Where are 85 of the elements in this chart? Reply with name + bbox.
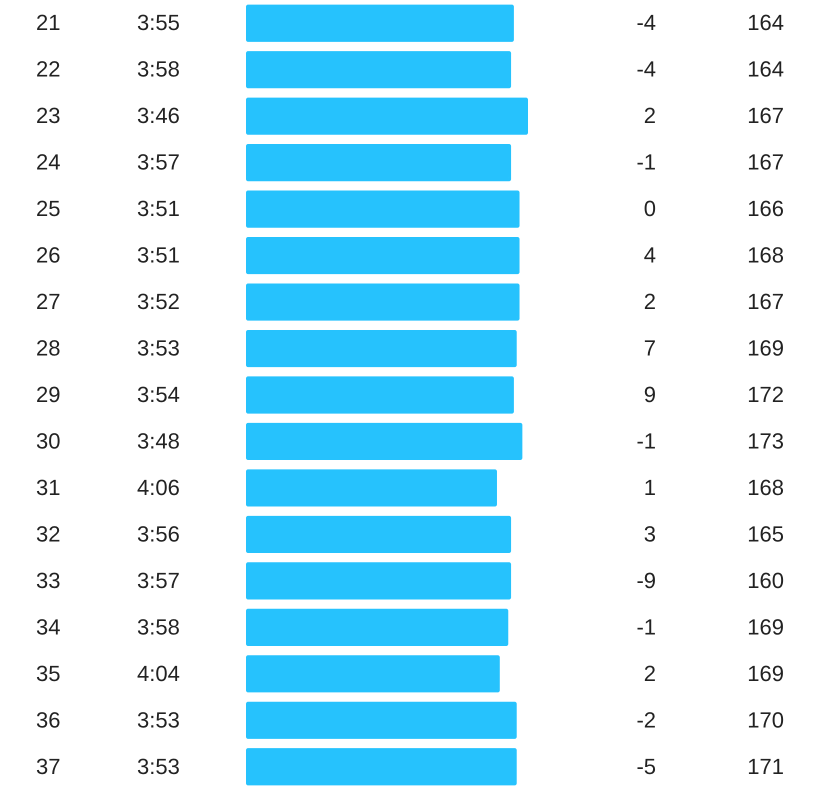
bar — [246, 516, 512, 553]
bar — [246, 608, 508, 646]
text: 4 — [644, 242, 656, 268]
text: 3 — [644, 521, 656, 546]
y-tick-label: 23 — [36, 103, 60, 128]
text: 167 — [747, 289, 784, 314]
text: 2 — [644, 660, 656, 686]
y-tick-label: 21 — [36, 10, 60, 36]
bar — [246, 422, 522, 460]
text: -2 — [636, 707, 656, 732]
bar — [246, 237, 520, 274]
y-tick-label: 26 — [36, 242, 60, 268]
text: -9 — [636, 568, 656, 593]
y-tick-label: 34 — [36, 614, 60, 640]
text: 7 — [644, 336, 656, 361]
bar — [246, 190, 520, 228]
y-tick-label: 32 — [36, 521, 60, 546]
text: 173 — [747, 428, 784, 454]
text: 3:57 — [137, 568, 180, 593]
y-tick-label: 28 — [36, 336, 60, 361]
text: -4 — [636, 10, 656, 36]
y-tick-label: 22 — [36, 56, 60, 82]
text: 3:46 — [137, 103, 180, 128]
text: 3:51 — [137, 242, 180, 268]
text: 171 — [747, 754, 784, 779]
text: 2 — [644, 103, 656, 128]
text: 164 — [747, 56, 784, 82]
text: 166 — [747, 196, 784, 222]
y-tick-label: 30 — [36, 428, 60, 454]
text: -1 — [636, 150, 656, 175]
text: 164 — [747, 10, 784, 36]
y-tick-label: 25 — [36, 196, 60, 222]
text: 3:53 — [137, 707, 180, 732]
text: -5 — [636, 754, 656, 779]
bar — [246, 469, 497, 507]
y-tick-label: 31 — [36, 474, 60, 500]
y-tick-label: 24 — [36, 150, 60, 175]
text: 167 — [747, 103, 784, 128]
text: 169 — [747, 614, 784, 640]
text: 172 — [747, 382, 784, 407]
text: 3:58 — [137, 56, 180, 82]
bar — [246, 748, 517, 786]
text: 3:55 — [137, 10, 180, 36]
y-tick-label: 35 — [36, 660, 60, 686]
y-tick-label: 33 — [36, 568, 60, 593]
y-tick-label: 27 — [36, 289, 60, 314]
text: 3:52 — [137, 289, 180, 314]
bar — [246, 376, 514, 414]
text: 167 — [747, 150, 784, 175]
text: 2 — [644, 289, 656, 314]
text: 3:57 — [137, 150, 180, 175]
bar — [246, 4, 514, 42]
text: 165 — [747, 521, 784, 546]
bar — [246, 144, 512, 182]
bar — [246, 283, 520, 321]
text: 3:48 — [137, 428, 180, 454]
y-tick-label: 29 — [36, 382, 60, 407]
bar — [246, 98, 528, 135]
bar — [246, 562, 512, 600]
text: 168 — [747, 474, 784, 500]
text: 168 — [747, 242, 784, 268]
text: 4:04 — [137, 660, 180, 686]
text: 9 — [644, 382, 656, 407]
text: 3:53 — [137, 336, 180, 361]
text: 1 — [644, 474, 656, 500]
text: 3:56 — [137, 521, 180, 546]
text: 160 — [747, 568, 784, 593]
text: 170 — [747, 707, 784, 732]
text: -1 — [636, 428, 656, 454]
text: -1 — [636, 614, 656, 640]
text: 4:06 — [137, 474, 180, 500]
text: 3:53 — [137, 754, 180, 779]
text: 3:54 — [137, 382, 180, 407]
bar — [246, 51, 512, 88]
bar — [246, 702, 517, 739]
y-tick-label: 37 — [36, 754, 60, 779]
bar — [246, 655, 500, 692]
text: 169 — [747, 660, 784, 686]
text: 3:51 — [137, 196, 180, 222]
text: -4 — [636, 56, 656, 82]
text: 169 — [747, 336, 784, 361]
text: 3:58 — [137, 614, 180, 640]
bar — [246, 330, 517, 368]
text: 0 — [644, 196, 656, 222]
y-tick-label: 36 — [36, 707, 60, 732]
